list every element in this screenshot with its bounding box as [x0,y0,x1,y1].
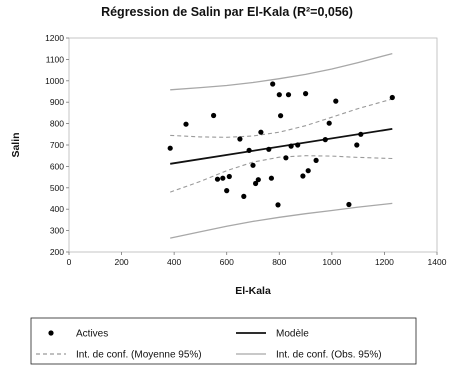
data-point [278,113,284,119]
y-tick-label: 900 [50,97,64,107]
legend-actives-marker [48,330,54,336]
data-point [237,136,243,142]
y-tick-label: 800 [50,119,64,129]
data-point [313,157,319,163]
legend-box [30,317,417,365]
data-point [183,121,189,127]
x-tick-label: 1200 [375,257,394,267]
data-point [167,145,173,151]
data-point [246,147,252,153]
y-tick-label: 700 [50,140,64,150]
x-tick-label: 400 [167,257,181,267]
data-point [241,193,247,199]
data-point [214,176,221,182]
obs-ci-lower-line [170,202,393,239]
data-point [303,91,309,97]
y-tick-label: 200 [50,247,64,257]
data-point [253,180,259,187]
y-tick-label: 400 [50,204,64,214]
y-tick-label: 600 [50,161,64,171]
data-point [322,137,328,143]
data-point [346,201,352,208]
data-point [270,81,276,87]
legend-label: Int. de conf. (Moyenne 95%) [76,350,202,361]
mean-ci-lower-line [170,155,393,193]
y-tick-label: 1000 [45,76,64,86]
data-point [226,173,232,180]
y-axis-label: Salin [10,132,22,157]
obs-ci-upper-line [170,52,393,91]
data-point [305,168,311,174]
data-point [326,120,332,126]
data-point [276,92,282,98]
data-point [268,175,274,181]
y-tick-label: 1100 [46,54,65,64]
data-point [258,129,264,135]
x-tick-label: 1400 [428,257,447,267]
data-point [283,155,289,161]
y-tick-label: 500 [50,183,64,193]
data-point [255,177,261,183]
data-point [220,175,226,181]
data-point [295,142,301,148]
chart-title: Régression de Salin par El-Kala (R²=0,05… [101,5,353,19]
data-point [358,131,364,137]
legend: Actives Modèle Int. de conf. (Moyenne 95%)… [30,317,417,365]
legend-label: Modèle [276,329,309,340]
data-point [250,162,256,168]
data-point [266,146,272,152]
data-point [224,188,230,194]
chart-marks: 0 200 400 600 800 1000 1200 1400200300400500600… [45,33,447,267]
data-point [285,92,292,98]
data-point [211,112,217,119]
plot-area [68,37,438,253]
x-axis-label: El-Kala [235,285,271,297]
legend-label: Int. de conf. (Obs. 95%) [276,350,382,361]
x-tick-label: 0 [67,257,72,267]
data-point [288,143,294,149]
data-point [300,173,306,179]
data-point [389,94,395,101]
data-point [275,202,281,208]
mean-ci-upper-line [170,98,393,138]
x-tick-label: 200 [114,257,128,267]
x-tick-label: 1000 [322,257,341,267]
data-point [354,142,360,148]
x-tick-label: 600 [220,257,234,267]
legend-label: Actives [76,329,108,340]
y-tick-label: 300 [50,226,64,236]
x-tick-label: 800 [272,257,286,267]
y-tick-label: 1200 [45,33,64,43]
model-line [170,128,393,165]
data-point [333,98,339,104]
